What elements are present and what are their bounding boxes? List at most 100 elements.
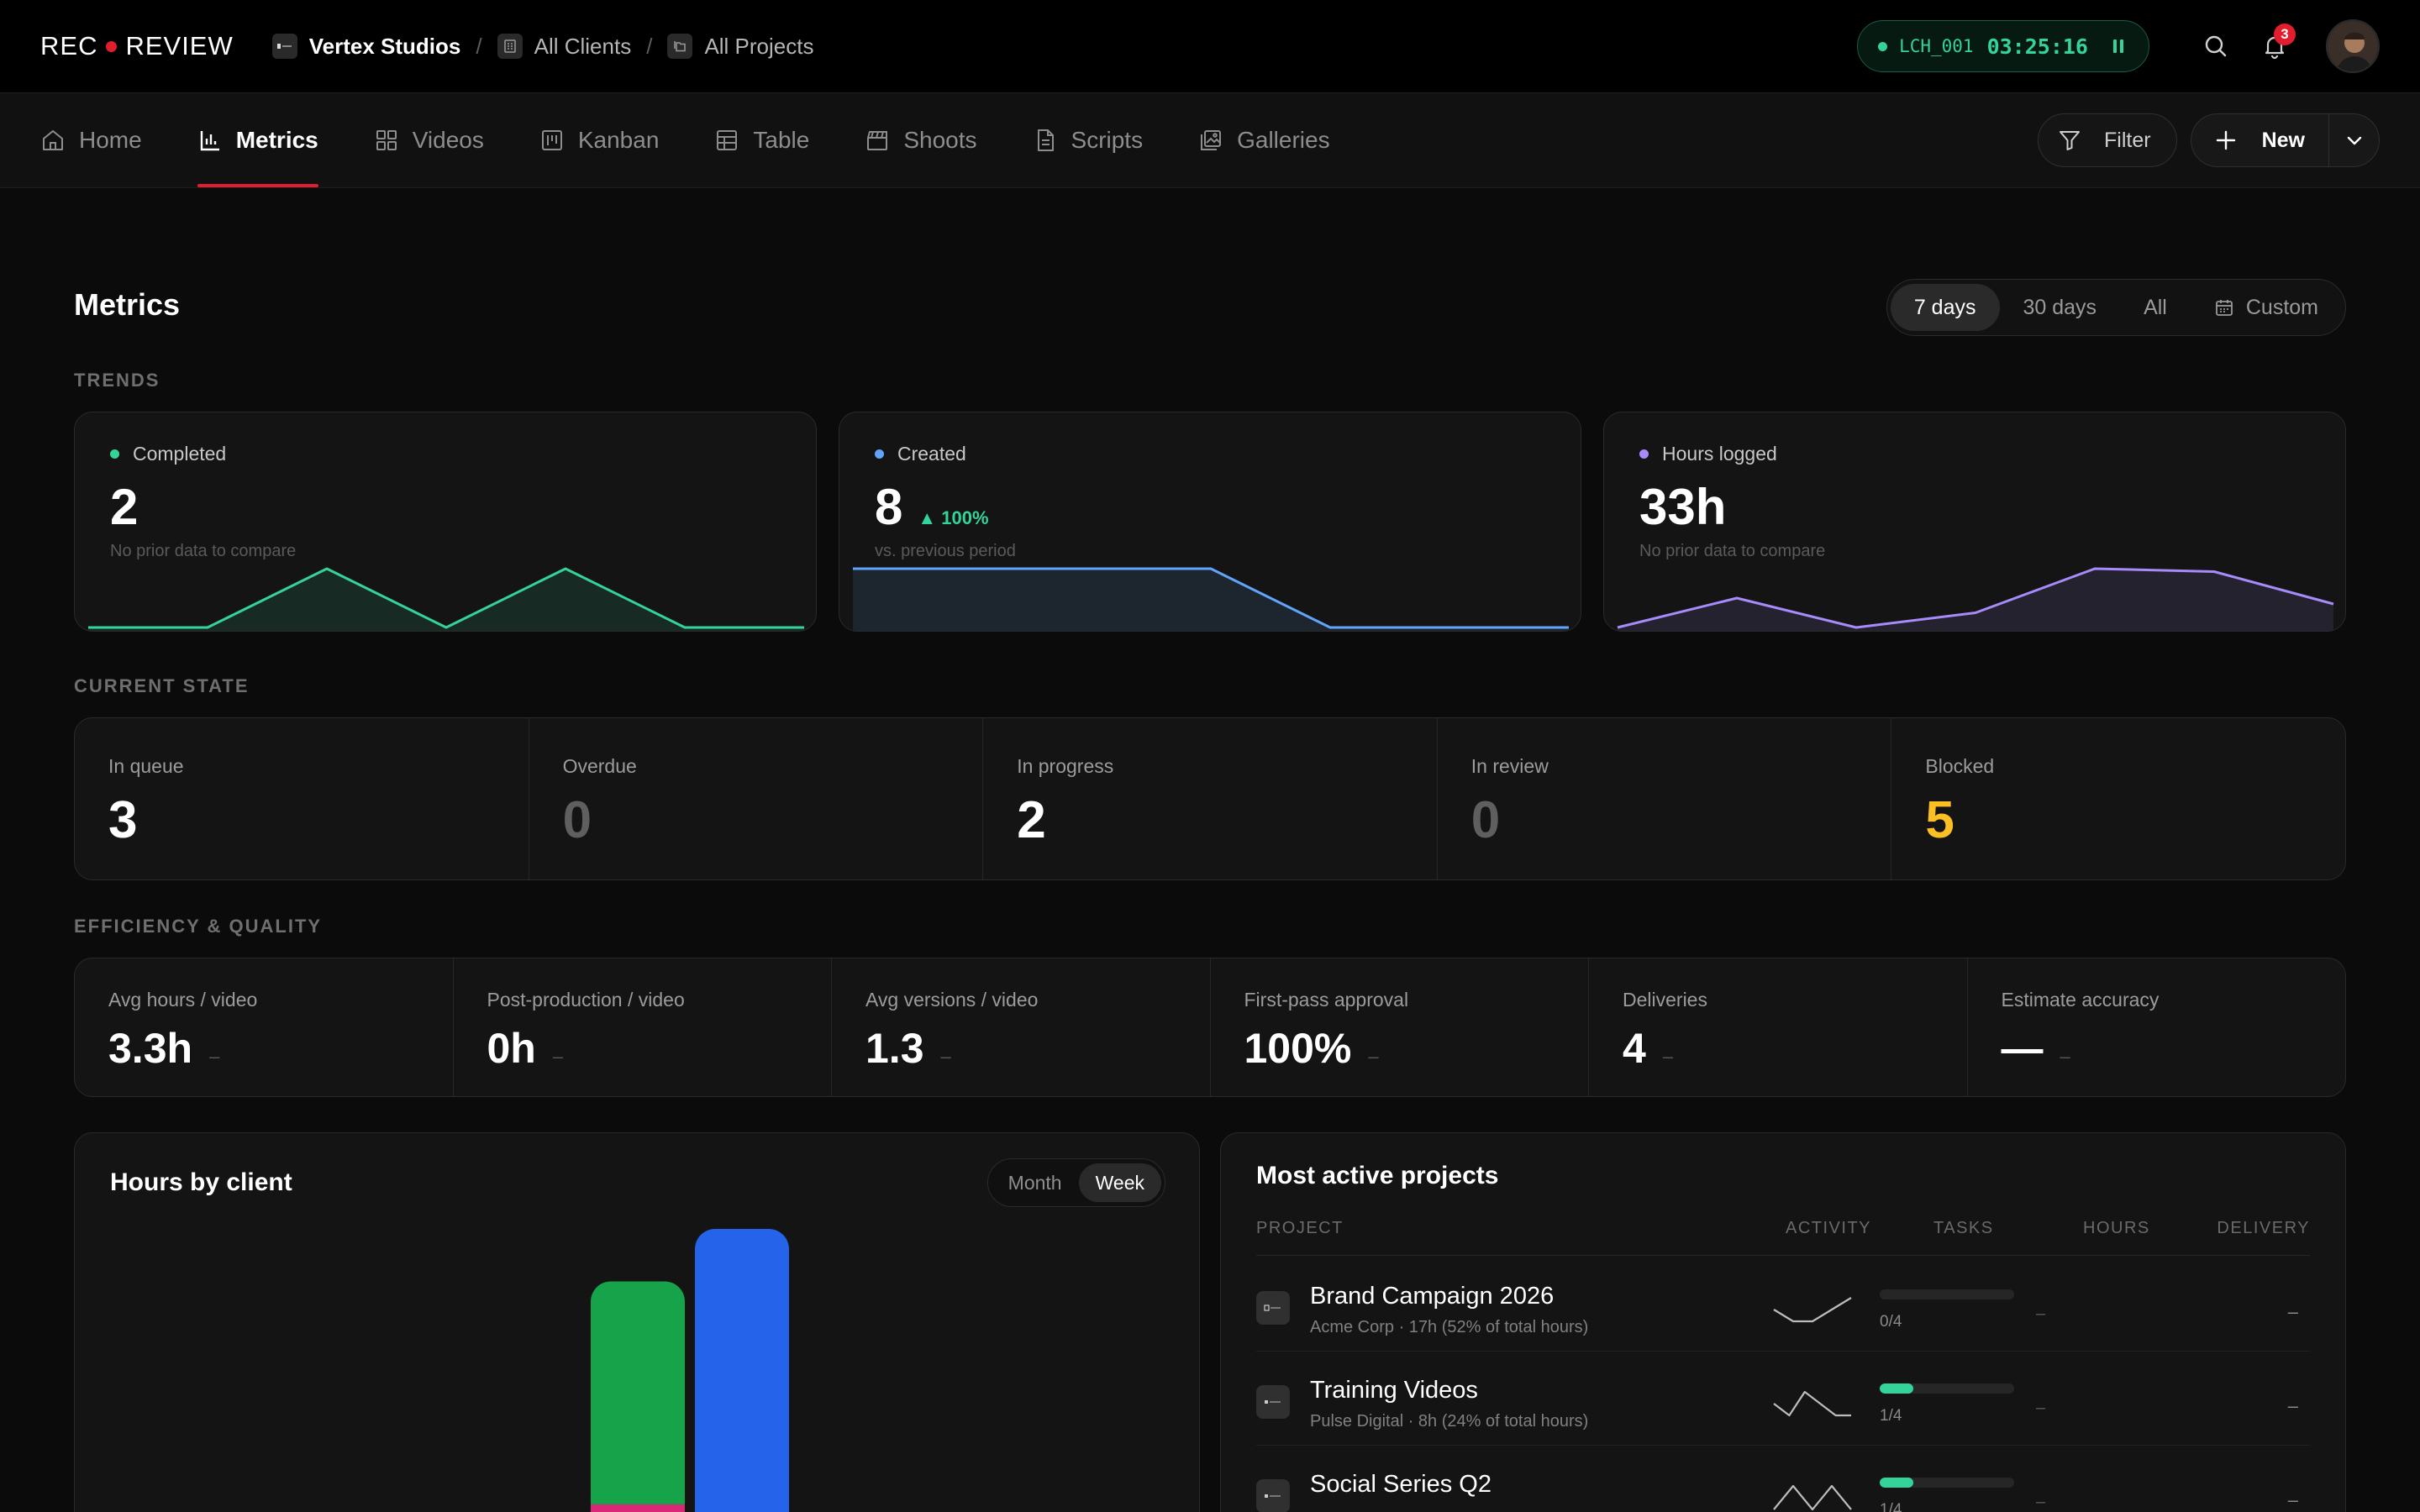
breadcrumb-projects[interactable]: All Projects bbox=[667, 34, 813, 60]
project-name[interactable]: Social Series Q2 bbox=[1310, 1471, 1491, 1498]
state-in-progress[interactable]: In progress 2 bbox=[983, 718, 1438, 879]
state-in-review[interactable]: In review 0 bbox=[1438, 718, 1892, 879]
new-options-button[interactable] bbox=[2328, 114, 2379, 166]
completed-sparkline bbox=[88, 567, 804, 631]
activity-sparkline bbox=[1773, 1484, 1852, 1511]
tab-videos[interactable]: Videos bbox=[374, 93, 484, 187]
legend-dot bbox=[875, 449, 884, 459]
client-bar-1[interactable] bbox=[591, 1281, 685, 1512]
tab-shoots[interactable]: Shoots bbox=[865, 93, 977, 187]
tasks-count: 1/4 bbox=[1880, 1501, 1902, 1512]
trend-card-created[interactable]: Created 8 ▲ 100% vs. previous period bbox=[839, 412, 1581, 632]
metric-trend: – bbox=[1662, 1046, 1674, 1067]
kanban-icon bbox=[541, 130, 562, 150]
tab-galleries[interactable]: Galleries bbox=[1198, 93, 1330, 187]
metric-deliveries[interactable]: Deliveries 4– bbox=[1589, 958, 1968, 1096]
state-overdue[interactable]: Overdue 0 bbox=[529, 718, 984, 879]
metric-label: Avg versions / video bbox=[865, 989, 1039, 1011]
hours-sparkline bbox=[1617, 567, 2334, 631]
filter-button[interactable]: Filter bbox=[2038, 113, 2177, 167]
state-value: 3 bbox=[108, 791, 138, 849]
range-all[interactable]: All bbox=[2144, 295, 2167, 319]
bar-segment bbox=[591, 1504, 685, 1512]
period-week[interactable]: Week bbox=[1078, 1163, 1161, 1202]
pause-icon[interactable] bbox=[2112, 38, 2125, 55]
project-meta: Acme Corp · 17h (52% of total hours) bbox=[1310, 1318, 1589, 1336]
tab-videos-label: Videos bbox=[412, 127, 484, 153]
metric-trend: – bbox=[209, 1046, 220, 1067]
date-range-selector: 7 days 30 days All Custom bbox=[1886, 279, 2346, 336]
metric-estimate-accuracy[interactable]: Estimate accuracy — – bbox=[1968, 958, 2346, 1096]
tab-scripts[interactable]: Scripts bbox=[1033, 93, 1144, 187]
table-row[interactable]: Training Videos Pulse Digital · 8h (24% … bbox=[1256, 1352, 2310, 1446]
project-delivery: – bbox=[2287, 1395, 2298, 1416]
range-30-days[interactable]: 30 days bbox=[2023, 295, 2097, 319]
trend-card-completed[interactable]: Completed 2 No prior data to compare bbox=[74, 412, 817, 632]
sparkline-area bbox=[1618, 569, 2333, 631]
metric-value: — bbox=[2001, 1025, 2044, 1072]
trend-delta: ▲ 100% bbox=[918, 507, 989, 528]
state-in-queue[interactable]: In queue 3 bbox=[75, 718, 529, 879]
gallery-icon bbox=[1201, 130, 1222, 150]
nav-actions: Filter New bbox=[2038, 113, 2380, 167]
search-button[interactable] bbox=[2195, 25, 2237, 67]
new-button[interactable]: New bbox=[2191, 114, 2328, 166]
project-name[interactable]: Training Videos bbox=[1310, 1377, 1478, 1404]
chevron-down-icon bbox=[2347, 136, 2361, 145]
metric-post-production-per-video[interactable]: Post-production / video 0h – bbox=[454, 958, 832, 1096]
section-label-current-state: CURRENT STATE bbox=[74, 675, 250, 696]
breadcrumb-clients[interactable]: All Clients bbox=[497, 34, 631, 60]
range-7-days[interactable]: 7 days bbox=[1890, 284, 2000, 331]
project-hours: – bbox=[2036, 1493, 2046, 1511]
table-row[interactable]: Social Series Q2 1/4 – – bbox=[1256, 1446, 2310, 1512]
metric-first-pass-approval[interactable]: First-pass approval 100% – bbox=[1211, 958, 1589, 1096]
activity-line bbox=[1773, 1297, 1852, 1323]
tab-home[interactable]: Home bbox=[40, 93, 142, 187]
table-row[interactable]: Brand Campaign 2026 Acme Corp · 17h (52%… bbox=[1256, 1257, 2310, 1352]
trend-value-number: 2 bbox=[110, 479, 139, 535]
time-tracker[interactable]: LCH_001 03:25:16 bbox=[1857, 20, 2149, 72]
notifications-button[interactable]: 3 bbox=[2254, 24, 2296, 67]
client-bar-2[interactable] bbox=[695, 1229, 789, 1512]
tab-table[interactable]: Table bbox=[714, 93, 809, 187]
notification-count-badge: 3 bbox=[2274, 24, 2296, 45]
sparkline-line bbox=[853, 567, 1569, 629]
metric-value: 100% bbox=[1244, 1025, 1352, 1072]
filter-button-label: Filter bbox=[2104, 128, 2151, 152]
metric-trend: – bbox=[1368, 1046, 1379, 1067]
legend-dot bbox=[110, 449, 119, 459]
period-month[interactable]: Month bbox=[1007, 1171, 1062, 1194]
bar-chart-icon bbox=[200, 131, 219, 151]
tab-kanban[interactable]: Kanban bbox=[539, 93, 659, 187]
col-project: PROJECT bbox=[1256, 1219, 1344, 1237]
metric-avg-hours-per-video[interactable]: Avg hours / video 3.3h – bbox=[75, 958, 454, 1096]
range-custom[interactable]: Custom bbox=[2191, 284, 2342, 331]
tasks-progress-bar bbox=[1880, 1289, 2014, 1299]
activity-line bbox=[1773, 1390, 1851, 1417]
tab-metrics[interactable]: Metrics bbox=[197, 93, 318, 187]
current-state-row: In queue 3 Overdue 0 In progress 2 In re… bbox=[74, 717, 2346, 880]
range-custom-label: Custom bbox=[2245, 295, 2318, 319]
legend-dot bbox=[1639, 449, 1649, 459]
tab-galleries-label: Galleries bbox=[1237, 127, 1330, 153]
document-icon bbox=[1037, 129, 1054, 151]
new-split-button: New bbox=[2190, 113, 2380, 167]
projects-table-header: PROJECT ACTIVITY TASKS HOURS DELIVERY bbox=[1256, 1219, 2310, 1256]
hours-by-client-panel: Hours by client Month Week bbox=[74, 1132, 1200, 1512]
user-avatar[interactable] bbox=[2326, 19, 2380, 73]
timer-running-dot bbox=[1878, 41, 1888, 51]
metric-avg-versions-per-video[interactable]: Avg versions / video 1.3– bbox=[832, 958, 1211, 1096]
tasks-count: 1/4 bbox=[1880, 1407, 1902, 1425]
calendar-icon bbox=[2215, 300, 2233, 316]
trend-card-hours-logged[interactable]: Hours logged 33h No prior data to compar… bbox=[1603, 412, 2346, 632]
logo-rec: REC bbox=[40, 31, 98, 60]
most-active-projects-panel: Most active projects PROJECT ACTIVITY TA… bbox=[1220, 1132, 2346, 1512]
tab-scripts-label: Scripts bbox=[1071, 127, 1144, 153]
col-hours: HOURS bbox=[2083, 1219, 2150, 1237]
breadcrumb-org[interactable]: Vertex Studios bbox=[271, 34, 460, 60]
state-blocked[interactable]: Blocked 5 bbox=[1891, 718, 2345, 879]
app-logo[interactable]: REC REVIEW bbox=[40, 31, 234, 61]
tab-shoots-label: Shoots bbox=[903, 127, 977, 153]
project-name[interactable]: Brand Campaign 2026 bbox=[1310, 1283, 1555, 1310]
page-title: Metrics bbox=[74, 287, 181, 322]
